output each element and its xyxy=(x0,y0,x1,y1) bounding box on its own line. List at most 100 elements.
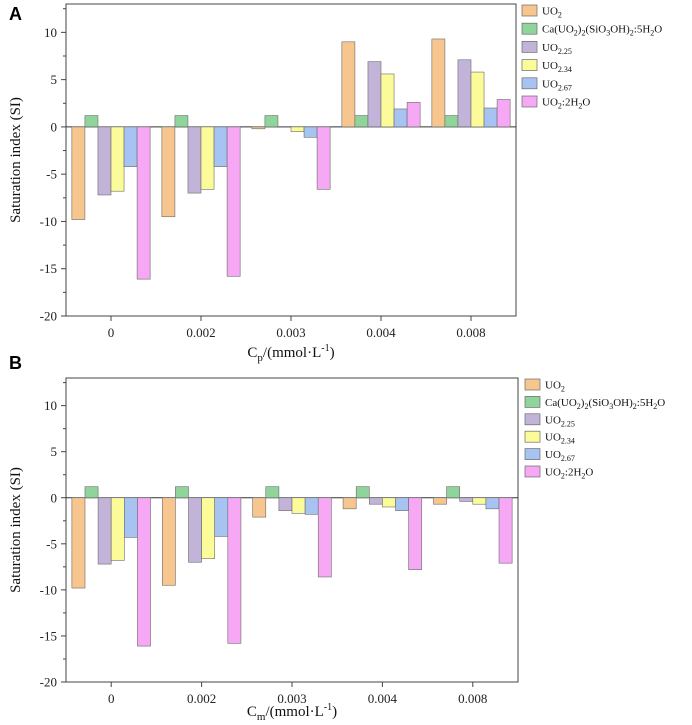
bar-a-s6-c5 xyxy=(496,99,511,128)
bar-b-s6-c5 xyxy=(498,497,513,564)
x-tick-label: 0.008 xyxy=(456,325,485,340)
legend-label: UO2 xyxy=(545,380,565,394)
legend-label: Ca(UO2)2(SiO3OH)2:5H2O xyxy=(542,24,662,38)
x-tick-label: 0.008 xyxy=(458,691,487,706)
bar-a-s5-c2 xyxy=(213,126,228,167)
legend-swatch xyxy=(521,41,538,53)
bar-a-s1-c4 xyxy=(341,41,356,128)
legend-label: UO2.34 xyxy=(545,432,575,446)
bar-b-s6-c3 xyxy=(317,497,332,578)
bar-a-s2-c1 xyxy=(84,115,99,128)
legend-swatch xyxy=(521,22,538,35)
bar-b-s6-c1 xyxy=(137,497,151,647)
bar-b-s1-c5 xyxy=(433,497,447,505)
bar-b-s1-c1 xyxy=(71,497,86,589)
y-tick-label: -10 xyxy=(40,214,57,229)
bar-b-s4-c1 xyxy=(110,497,125,561)
x-tick-label: 0.003 xyxy=(276,325,305,340)
legend-label: UO2.25 xyxy=(542,42,572,56)
legend-label: UO2.67 xyxy=(545,449,575,463)
bar-b-s2-c1 xyxy=(84,486,99,499)
x-tick-label: 0.004 xyxy=(368,691,398,706)
bar-a-s6-c1 xyxy=(136,126,151,280)
legend-swatch xyxy=(524,378,541,391)
legend-label: UO2 xyxy=(542,6,562,20)
x-tick-label: 0 xyxy=(108,325,115,340)
y-tick-label: -15 xyxy=(40,628,57,643)
legend-label: UO2:2H2O xyxy=(545,467,593,481)
bar-a-s3-c5 xyxy=(457,59,472,128)
legend-swatch xyxy=(524,465,541,478)
y-tick-label: -20 xyxy=(40,675,57,690)
bar-b-s5-c3 xyxy=(304,497,319,515)
legend-swatch xyxy=(521,59,538,71)
legend-swatch xyxy=(521,4,538,17)
legend: UO2 Ca(UO2)2(SiO3OH)2:5H2O UO2.25 UO2.34 UO2… xyxy=(524,378,665,481)
legend-swatch xyxy=(524,396,541,408)
bar-a-s2-c5 xyxy=(444,115,459,128)
y-tick-label: -10 xyxy=(40,582,57,597)
y-tick-label: 5 xyxy=(51,444,58,459)
legend-label: UO2.25 xyxy=(545,414,575,428)
bar-b-s2-c4 xyxy=(355,486,370,499)
y-tick-label: 5 xyxy=(51,72,58,87)
bar-b-s6-c2 xyxy=(227,497,242,644)
bar-b-s3-c5 xyxy=(459,497,474,502)
y-tick-label: 0 xyxy=(51,490,58,505)
bar-b-s5-c1 xyxy=(124,497,138,538)
y-axis-title: Saturation index (SI) xyxy=(8,467,24,593)
bar-a-s2-c4 xyxy=(354,115,369,128)
y-tick-label: 10 xyxy=(44,398,57,413)
bar-b-s4-c3 xyxy=(291,497,306,514)
bar-b-s3-c3 xyxy=(278,497,293,511)
x-tick-label: 0 xyxy=(108,691,115,706)
bar-b-s2-c5 xyxy=(446,486,460,499)
bar-a-s4-c5 xyxy=(470,71,485,128)
bar-a-s3-c2 xyxy=(187,126,202,194)
bar-b-s3-c2 xyxy=(188,497,202,563)
bar-a-s5-c1 xyxy=(123,126,138,167)
bar-b-s4-c2 xyxy=(201,497,216,559)
y-tick-label: -20 xyxy=(40,309,57,324)
bar-a-s6-c4 xyxy=(406,102,421,128)
bar-a-s5-c3 xyxy=(303,126,318,138)
bar-b-s3-c1 xyxy=(97,497,112,565)
chart-panel-b: B -20 -15 -10 -5 0 5 10 0 0.002 0.003 0.004 0.008 Cm/… xyxy=(8,353,665,723)
x-axis-title: Cp/(mmol·L-1) xyxy=(247,343,334,364)
bar-b-s6-c4 xyxy=(408,497,423,570)
bar-b-s1-c2 xyxy=(161,497,176,586)
y-tick-label: -5 xyxy=(46,536,57,551)
x-axis-title: Cm/(mmol·L-1) xyxy=(247,702,337,723)
bar-b-s5-c5 xyxy=(485,497,500,510)
y-tick-label: 0 xyxy=(51,119,58,134)
bar-b-s3-c4 xyxy=(368,497,383,505)
bar-a-s4-c4 xyxy=(380,73,395,128)
bar-a-s2-c3 xyxy=(264,115,279,128)
legend-label: UO2:2H2O xyxy=(542,97,590,111)
bar-a-s6-c2 xyxy=(226,126,241,277)
y-axis-title: Saturation index (SI) xyxy=(8,97,24,223)
bar-a-s1-c2 xyxy=(161,126,176,218)
legend-swatch xyxy=(524,430,541,443)
legend: UO2 Ca(UO2)2(SiO3OH)2:5H2O UO2.25 UO2.34 UO2… xyxy=(521,4,662,111)
chart-panel-a: A -20 -15 -10 -5 0 5 10 0 0.002 0.003 0.004 0.008 Cp/… xyxy=(8,3,662,364)
panel-label: B xyxy=(9,353,22,373)
legend-label: UO2.67 xyxy=(542,78,572,92)
x-tick-label: 0.002 xyxy=(186,325,215,340)
bar-b-s5-c4 xyxy=(395,497,409,511)
legend-label: UO2.34 xyxy=(542,60,572,74)
legend-swatch xyxy=(524,448,541,460)
bar-b-s5-c2 xyxy=(214,497,229,537)
legend-swatch xyxy=(521,95,538,108)
bar-a-s5-c4 xyxy=(393,108,408,128)
bar-a-s4-c1 xyxy=(110,126,125,192)
bar-a-s5-c5 xyxy=(483,107,498,128)
bar-b-s2-c2 xyxy=(175,486,189,499)
bar-a-s4-c3 xyxy=(290,126,305,132)
bar-a-s3-c1 xyxy=(97,126,112,196)
bar-b-s1-c3 xyxy=(252,497,267,518)
x-tick-label: 0.003 xyxy=(277,691,306,706)
bar-b-s1-c4 xyxy=(342,497,357,510)
bar-a-s2-c2 xyxy=(174,115,189,128)
bar-a-s1-c5 xyxy=(431,38,446,128)
